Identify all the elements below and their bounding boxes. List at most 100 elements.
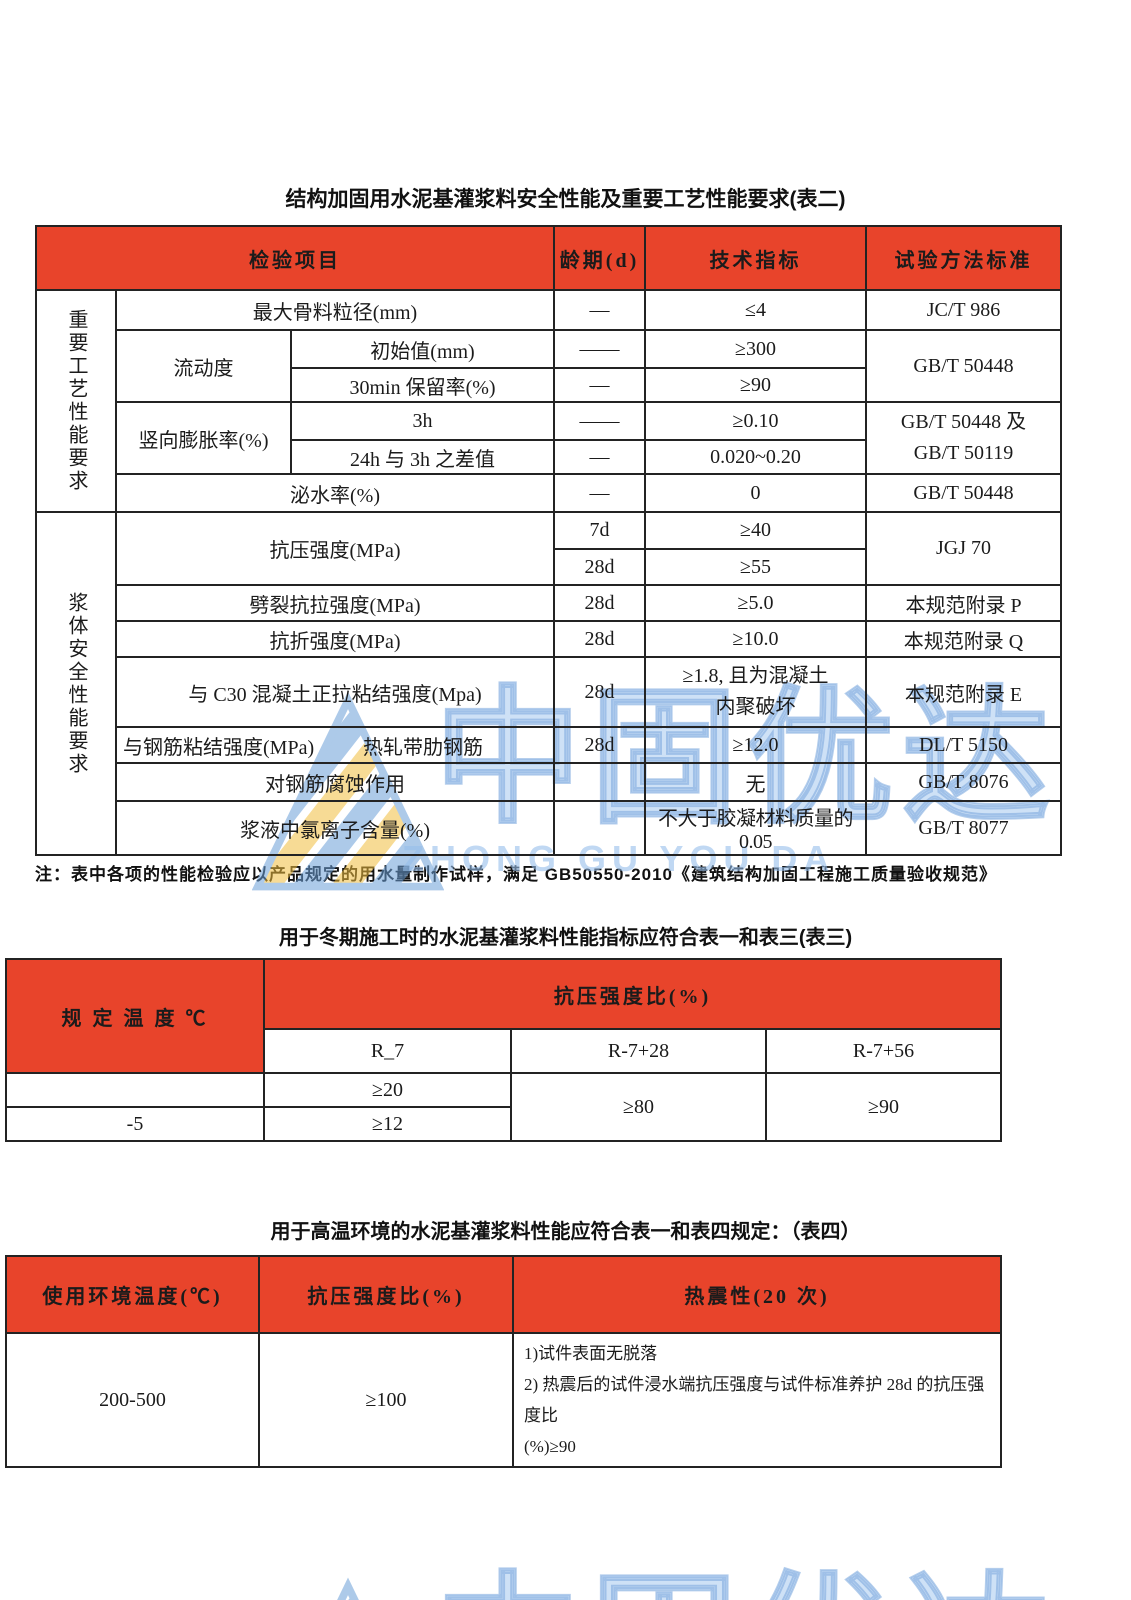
row-fluidity-retention: 30min 保留率(%) — ≥90: [36, 367, 1061, 403]
cell-standard: JGJ 70: [865, 511, 1063, 586]
performance-table: 检验项目 龄期(d) 技术指标 试验方法标准 重要工艺性能要求 最大骨料粒径(m…: [34, 225, 1063, 856]
row-bond-c30: 与 C30 混凝土正拉粘结强度(Mpa) 28d ≥1.8, 且为混凝土 内聚破…: [36, 656, 1063, 728]
row-corrosion: 对钢筋腐蚀作用 无 GB/T 8076: [36, 762, 1063, 802]
cell-age: ——: [553, 401, 647, 441]
row-splitting-tensile: 劈裂抗拉强度(MPa) 28d ≥5.0 本规范附录 P: [36, 584, 1063, 622]
cell-age: 7d: [553, 511, 647, 550]
cell-index: ≥300: [644, 329, 868, 369]
row-bleeding: 泌水率(%) — 0 GB/T 50448: [36, 473, 1063, 513]
cell-standard: DL/T 5150: [865, 726, 1063, 764]
cell-age: ——: [553, 329, 647, 369]
header-inspection-item: 检验项目: [34, 225, 556, 291]
standard-line-2: GB/T 50119: [913, 442, 1014, 464]
cell-standard: GB/T 50448 及 GB/T 50119: [865, 401, 1063, 475]
cell-standard: GB/T 50448: [865, 329, 1063, 403]
cell-age: [553, 762, 647, 802]
cell-index: ≥12.0: [644, 726, 868, 764]
rebar-bond-label: 与钢筋粘结强度(MPa): [123, 736, 315, 759]
watermark-logo-bottom: 中固优达 ZHONG GU YOU DA: [252, 1562, 1131, 1600]
watermark-text-cn: 中固优达: [433, 1562, 1058, 1600]
cell-index: ≥5.0: [644, 584, 868, 622]
header-age: 龄期(d): [553, 225, 647, 291]
cell-thermal-shock-notes: 1)试件表面无脱落 2) 热震后的试件浸水端抗压强度与试件标准养护 28d 的抗…: [512, 1332, 1002, 1468]
cell-temperature: [5, 1072, 265, 1108]
row-expansion-diff: 24h 与 3h 之差值 — 0.020~0.20: [36, 439, 1061, 475]
cell-standard: 本规范附录 Q: [865, 620, 1063, 658]
index-line-1: ≥1.8, 且为混凝土: [682, 665, 829, 687]
cell-item: 3h: [289, 401, 556, 441]
header-thermal-shock: 热震性(20 次): [512, 1255, 1002, 1334]
index-line-2: 内聚破坏: [715, 696, 796, 718]
cell-index: ≥55: [644, 548, 868, 586]
table3-title: 用于冬期施工时的水泥基灌浆料性能指标应符合表一和表三(表三): [278, 927, 853, 949]
header-compressive-ratio: 抗压强度比(%): [263, 958, 1002, 1030]
table-header-row: 规 定 温 度 ℃ 抗压强度比(%): [5, 958, 1002, 1074]
row-chloride: 浆液中氯离子含量(%) 不大于胶凝材料质量的0.05 GB/T 8077: [36, 800, 1063, 856]
row-max-aggregate: 重要工艺性能要求 最大骨料粒径(mm) — ≤4 JC/T 986: [35, 289, 1063, 513]
cell-r7-value: ≥20: [263, 1072, 512, 1108]
cell-standard: GB/T 8076: [865, 762, 1063, 802]
cell-r7-56-value: ≥90: [765, 1072, 1002, 1142]
cell-standard: 本规范附录 P: [865, 584, 1063, 622]
thermal-note-3: (%)≥90: [524, 1437, 576, 1456]
table4-title: 用于高温环境的水泥基灌浆料性能应符合表一和表四规定：（表四）: [270, 1221, 861, 1243]
cell-age: 28d: [553, 548, 647, 586]
cell-ratio-value: ≥100: [258, 1332, 514, 1468]
header-specified-temperature: 规 定 温 度 ℃: [5, 958, 265, 1074]
header-env-temperature: 使用环境温度(℃): [5, 1255, 260, 1334]
cell-age: —: [553, 473, 647, 513]
cell-r7-28-value: ≥80: [510, 1072, 767, 1142]
data-row-2: -5 ≥12: [5, 1106, 1001, 1142]
cell-fluidity-label: 流动度: [115, 329, 292, 403]
cell-temperature-range: 200-500: [5, 1332, 260, 1468]
cell-index: ≥1.8, 且为混凝土 内聚破坏: [644, 656, 868, 728]
table-header-row: 使用环境温度(℃) 抗压强度比(%) 热震性(20 次): [5, 1255, 1002, 1334]
header-technical-index: 技术指标: [644, 225, 868, 291]
cell-item: 24h 与 3h 之差值: [289, 439, 556, 475]
table-note: 注：表中各项的性能检验应以产品规定的用水量制作试样，满足 GB50550-201…: [35, 865, 997, 884]
cell-index: ≥0.10: [644, 401, 868, 441]
row-compressive-28d: 28d ≥55: [36, 548, 1061, 586]
cell-standard: 本规范附录 E: [865, 656, 1063, 728]
cell-temperature: -5: [5, 1106, 265, 1142]
table2-title: 结构加固用水泥基灌浆料安全性能及重要工艺性能要求(表二): [285, 188, 846, 211]
cell-age: —: [553, 439, 647, 475]
cell-item: 抗压强度(MPa): [114, 511, 556, 586]
group-label-process: 重要工艺性能要求: [35, 289, 117, 513]
row-flexural: 抗折强度(MPa) 28d ≥10.0 本规范附录 Q: [36, 620, 1063, 658]
table-header-row: 检验项目 龄期(d) 技术指标 试验方法标准: [34, 225, 1063, 291]
cell-item: 初始值(mm): [289, 329, 556, 369]
cell-age: —: [553, 367, 647, 403]
cell-item: 对钢筋腐蚀作用: [114, 762, 556, 802]
winter-table: 规 定 温 度 ℃ 抗压强度比(%) R_7 R-7+28 R-7+56 ≥20…: [5, 958, 1002, 1142]
watermark-triangle-icon: [257, 1577, 439, 1600]
cell-expansion-label: 竖向膨胀率(%): [115, 401, 292, 475]
cell-item: 与 C30 混凝土正拉粘结强度(Mpa): [114, 656, 556, 728]
data-row-1: ≥20 ≥80 ≥90: [5, 1072, 1002, 1142]
group-label-safety: 浆体安全性能要求: [35, 511, 117, 856]
data-row: 200-500 ≥100 1)试件表面无脱落 2) 热震后的试件浸水端抗压强度与…: [5, 1332, 1002, 1468]
cell-r7-value: ≥12: [263, 1106, 512, 1142]
cell-standard: GB/T 8077: [865, 800, 1063, 856]
cell-item: 与钢筋粘结强度(MPa) 热轧带肋钢筋: [114, 726, 556, 764]
cell-index: 不大于胶凝材料质量的0.05: [644, 800, 868, 856]
subheader-r7-28: R-7+28: [510, 1028, 767, 1074]
cell-index: ≥10.0: [644, 620, 868, 658]
cell-item: 抗折强度(MPa): [114, 620, 556, 658]
subheader-row: R_7 R-7+28 R-7+56: [6, 1028, 1002, 1074]
cell-standard: GB/T 50448: [865, 473, 1063, 513]
high-temperature-table: 使用环境温度(℃) 抗压强度比(%) 热震性(20 次) 200-500 ≥10…: [5, 1255, 1002, 1468]
cell-age: 28d: [553, 620, 647, 658]
cell-age: 28d: [553, 584, 647, 622]
header-compressive-ratio: 抗压强度比(%): [258, 1255, 514, 1334]
cell-index: ≥40: [644, 511, 868, 550]
cell-standard: JC/T 986: [865, 289, 1063, 331]
cell-item: 30min 保留率(%): [289, 367, 556, 403]
cell-age: 28d: [553, 656, 647, 728]
row-compressive-7d: 浆体安全性能要求 抗压强度(MPa) 7d ≥40 JGJ 70: [35, 511, 1063, 856]
subheader-r7: R_7: [263, 1028, 512, 1074]
cell-age: —: [553, 289, 647, 331]
rebar-type-label: 热轧带肋钢筋: [363, 736, 484, 759]
standard-line-1: GB/T 50448 及: [900, 411, 1027, 433]
